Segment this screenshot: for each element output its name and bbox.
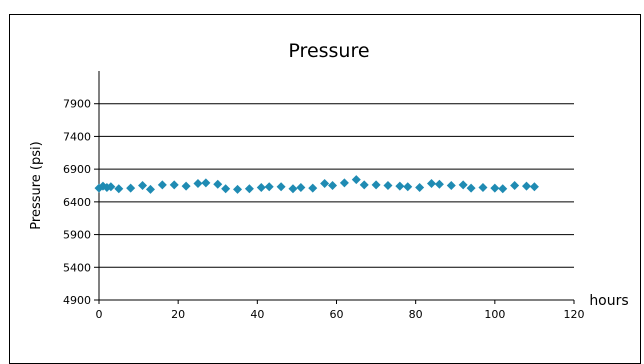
x-tick-label: 60	[330, 308, 344, 321]
y-tick-labels: 4900 5400 5900 6400 6900 7400 7900	[63, 98, 91, 307]
x-tick-label: 0	[96, 308, 103, 321]
data-point	[383, 181, 393, 190]
data-point	[145, 184, 155, 194]
data-point	[339, 178, 349, 188]
y-tick-label: 6900	[63, 163, 91, 176]
data-point	[181, 181, 191, 191]
data-point	[126, 183, 136, 193]
data-point	[201, 178, 211, 188]
y-axis-label: Pressure (psi)	[29, 141, 44, 229]
data-point	[458, 180, 468, 190]
y-tick-label: 6400	[63, 196, 91, 209]
data-point	[351, 175, 361, 185]
data-point	[510, 181, 520, 190]
data-point	[308, 183, 318, 193]
y-tick-label: 7900	[63, 98, 91, 111]
data-point	[529, 182, 539, 192]
x-tick-label: 80	[409, 308, 423, 321]
data-point	[138, 181, 148, 190]
x-tick-label: 40	[250, 308, 264, 321]
data-point	[233, 184, 243, 194]
data-point	[395, 181, 405, 191]
data-point	[169, 180, 179, 190]
data-point	[106, 182, 116, 192]
x-axis-label: hours	[589, 293, 628, 309]
data-point	[359, 180, 369, 190]
data-points	[94, 175, 539, 194]
data-point	[403, 182, 413, 192]
x-tick-labels: 0 20 40 60 80 100 120	[96, 308, 585, 321]
data-point	[490, 183, 500, 193]
x-tick-label: 20	[171, 308, 185, 321]
chart-frame: Pressure 4900 5400 5900 6400 6900 7400 7900 0 2…	[9, 14, 641, 364]
data-point	[328, 181, 338, 190]
data-point	[427, 179, 436, 189]
data-point	[466, 183, 476, 193]
data-point	[371, 180, 381, 190]
y-tick-label: 7400	[63, 130, 91, 143]
data-point	[264, 182, 274, 192]
y-tick-label: 5400	[63, 261, 91, 274]
data-point	[498, 184, 508, 194]
data-point	[296, 182, 306, 192]
gridlines	[99, 103, 574, 268]
x-tick-label: 100	[484, 308, 505, 321]
data-point	[213, 179, 223, 189]
chart-title: Pressure	[288, 40, 369, 62]
data-point	[288, 184, 298, 194]
data-point	[244, 184, 254, 194]
data-point	[276, 182, 286, 192]
y-tick-label: 4900	[63, 294, 91, 307]
data-point	[434, 179, 444, 189]
x-tick-label: 120	[564, 308, 585, 321]
data-point	[446, 181, 456, 190]
data-point	[193, 179, 203, 189]
data-point	[221, 184, 231, 194]
data-point	[478, 182, 488, 192]
data-point	[415, 182, 425, 192]
data-point	[320, 179, 330, 189]
data-point	[157, 180, 167, 190]
y-tick-label: 5900	[63, 229, 91, 242]
data-point	[114, 184, 124, 194]
data-point	[256, 182, 266, 192]
pressure-chart: Pressure 4900 5400 5900 6400 6900 7400 7900 0 2…	[29, 40, 629, 321]
data-point	[522, 181, 531, 191]
